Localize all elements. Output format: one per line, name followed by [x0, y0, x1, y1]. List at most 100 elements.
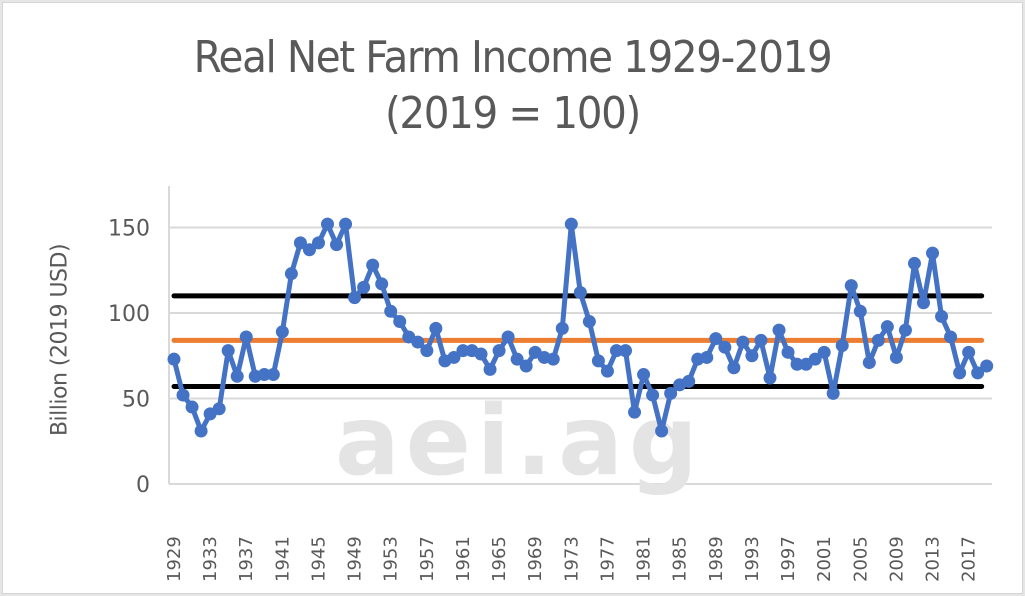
data-point: [935, 309, 949, 323]
data-point: [944, 330, 958, 344]
data-point: [835, 338, 849, 352]
chart-title: Real Net Farm Income 1929-2019 (2019 = 1…: [41, 30, 984, 142]
data-point: [212, 402, 226, 416]
data-point: [600, 364, 614, 378]
x-axis-ticks: 1929 1933 1937 1941 1945 1949 1953 1957 1961 1965…: [164, 536, 980, 582]
data-point: [790, 357, 804, 371]
data-point: [447, 350, 461, 364]
data-point: [510, 352, 524, 366]
data-point: [375, 277, 389, 291]
x-tick-label: 1965: [489, 536, 510, 582]
data-point: [727, 361, 741, 375]
x-tick-label: 1969: [525, 536, 546, 582]
data-point: [781, 345, 795, 359]
data-point: [357, 280, 371, 294]
y-tick-label: 0: [136, 473, 150, 498]
watermark: aei.ag: [335, 385, 704, 497]
data-point: [221, 344, 235, 358]
x-tick-label: 1981: [634, 536, 655, 582]
data-point: [709, 332, 723, 346]
data-point: [546, 352, 560, 366]
x-tick-label: 1961: [453, 536, 474, 582]
data-point: [754, 333, 768, 347]
data-point: [880, 320, 894, 334]
data-point: [609, 344, 623, 358]
data-point: [456, 344, 470, 358]
data-point: [555, 321, 569, 335]
data-point: [853, 304, 867, 318]
data-point: [628, 405, 642, 419]
x-tick-label: 1997: [778, 536, 799, 582]
data-point: [564, 217, 578, 231]
data-point: [339, 217, 353, 231]
data-point: [953, 366, 967, 380]
data-point: [862, 356, 876, 370]
x-tick-label: 1993: [742, 536, 763, 582]
data-point: [817, 345, 831, 359]
data-point: [772, 323, 786, 337]
chart-title-main: Real Net Farm Income 1929-2019: [193, 32, 833, 83]
x-tick-label: 1945: [308, 536, 329, 582]
data-point: [962, 345, 976, 359]
data-point: [763, 371, 777, 385]
y-axis-ticks: 0 50 100 150: [108, 217, 150, 499]
data-point: [582, 315, 596, 329]
data-point: [718, 340, 732, 354]
data-point: [646, 388, 660, 402]
x-tick-label: 2005: [850, 536, 871, 582]
y-tick-label: 150: [108, 217, 150, 242]
data-point: [682, 374, 696, 388]
data-point: [844, 279, 858, 293]
data-point: [275, 325, 289, 339]
data-point: [266, 368, 280, 382]
y-tick-label: 100: [108, 302, 150, 327]
data-point: [330, 238, 344, 252]
data-point: [311, 236, 325, 250]
x-tick-label: 2017: [959, 536, 980, 582]
data-point: [637, 368, 651, 382]
data-point: [167, 352, 181, 366]
data-point: [519, 359, 533, 373]
data-point: [926, 246, 940, 260]
x-tick-label: 1977: [597, 536, 618, 582]
data-point: [176, 388, 190, 402]
x-tick-label: 1941: [272, 536, 293, 582]
x-tick-label: 2013: [923, 536, 944, 582]
data-point: [573, 285, 587, 299]
x-tick-label: 1933: [200, 536, 221, 582]
data-point: [664, 386, 678, 400]
data-point: [916, 296, 930, 310]
data-point: [284, 267, 298, 281]
data-point: [474, 347, 488, 361]
data-point: [348, 291, 362, 305]
gridlines: [168, 186, 992, 485]
x-tick-label: 2001: [814, 536, 835, 582]
data-point: [745, 349, 759, 363]
data-point: [501, 330, 515, 344]
data-point: [257, 368, 271, 382]
data-point: [321, 217, 335, 231]
data-point: [736, 335, 750, 349]
data-point: [483, 362, 497, 376]
data-point: [293, 236, 307, 250]
y-tick-label: 50: [122, 388, 150, 413]
data-point: [808, 352, 822, 366]
x-tick-label: 1937: [236, 536, 257, 582]
data-point: [980, 359, 994, 373]
data-point: [591, 354, 605, 368]
x-tick-label: 1957: [417, 536, 438, 582]
data-point: [889, 350, 903, 364]
data-point: [230, 369, 244, 383]
data-point: [619, 344, 632, 358]
data-point: [411, 335, 425, 349]
x-tick-label: 1953: [381, 536, 402, 582]
x-tick-label: 1949: [345, 536, 366, 582]
x-tick-label: 1989: [706, 536, 727, 582]
income-series: [167, 217, 994, 438]
data-point: [898, 323, 912, 337]
x-tick-label: 2009: [886, 536, 907, 582]
data-point: [185, 400, 199, 414]
data-point: [907, 256, 921, 270]
data-point: [871, 333, 885, 347]
